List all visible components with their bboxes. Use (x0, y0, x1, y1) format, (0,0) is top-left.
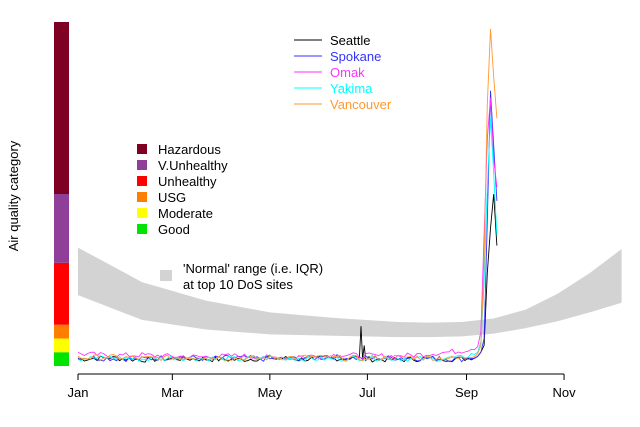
category-legend-swatch-good (137, 224, 147, 234)
category-legend-swatch-vunhealthy (137, 160, 147, 170)
series-legend-label-omak: Omak (330, 65, 365, 80)
series-line-vancouver (77, 28, 498, 362)
normal-range-band (77, 247, 622, 338)
x-tick-label: Mar (161, 385, 184, 400)
normal-range-legend-swatch (160, 270, 172, 281)
category-legend-swatch-hazardous (137, 144, 147, 154)
series-legend-label-spokane: Spokane (330, 49, 381, 64)
normal-range-legend-label-line1: 'Normal' range (i.e. IQR) (183, 261, 323, 276)
x-tick-label: Sep (455, 385, 478, 400)
x-tick-label: May (258, 385, 283, 400)
category-legend-label-moderate: Moderate (158, 206, 213, 221)
normal-range-legend-label-line2: at top 10 DoS sites (183, 277, 293, 292)
category-band-hazardous (54, 22, 69, 194)
x-tick-label: Nov (552, 385, 576, 400)
x-tick-label: Jan (68, 385, 89, 400)
category-legend-label-good: Good (158, 222, 190, 237)
series-legend-label-seattle: Seattle (330, 33, 370, 48)
category-legend-label-usg: USG (158, 190, 186, 205)
y-axis-label: Air quality category (6, 140, 21, 251)
series-line-yakima (77, 118, 498, 363)
category-legend-label-unhealthy: Unhealthy (158, 174, 217, 189)
series-legend-label-yakima: Yakima (330, 81, 373, 96)
category-band-unhealthy (54, 262, 69, 325)
category-band-vunhealthy (54, 194, 69, 263)
category-legend-swatch-unhealthy (137, 176, 147, 186)
series-legend-label-vancouver: Vancouver (330, 97, 392, 112)
category-legend-swatch-usg (137, 192, 147, 202)
x-tick-label: Jul (359, 385, 376, 400)
category-legend-label-vunhealthy: V.Unhealthy (158, 158, 228, 173)
category-legend-swatch-moderate (137, 208, 147, 218)
category-band-good (54, 352, 69, 366)
category-band-moderate (54, 338, 69, 353)
category-legend-label-hazardous: Hazardous (158, 142, 221, 157)
category-band-usg (54, 324, 69, 339)
